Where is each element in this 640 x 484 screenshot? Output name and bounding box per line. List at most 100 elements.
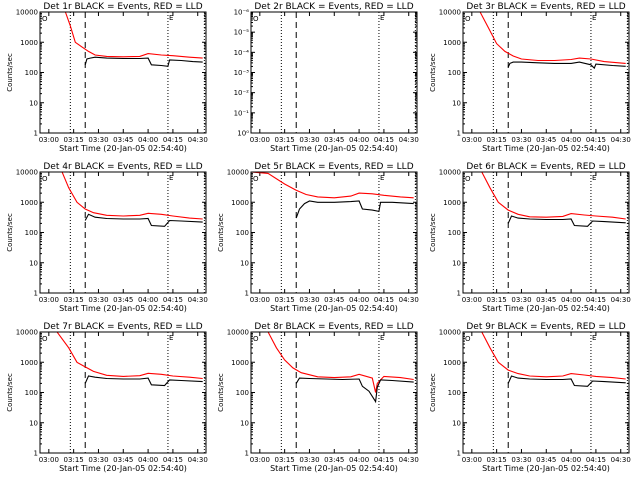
end-marker-glyph: E	[592, 174, 596, 182]
panel-frame	[250, 11, 418, 134]
x-tick-label: 03:00	[39, 136, 59, 144]
series-line-events	[507, 61, 626, 70]
x-tick-label: 03:45	[324, 296, 344, 304]
y-tick-label: 10	[452, 99, 461, 107]
end-marker-glyph: E	[380, 14, 384, 22]
x-tick-label: 04:30	[188, 136, 208, 144]
y-tick-label: 10000	[16, 329, 38, 337]
panel-9: Det 9r BLACK = Events, RED = LLD 1 10 100 10…	[429, 322, 631, 473]
y-tick-label: 10	[29, 259, 38, 267]
x-tick-label: 04:15	[586, 296, 606, 304]
y-tick-label: 10000	[16, 9, 38, 17]
series-line-events	[295, 377, 414, 404]
y-tick-label: 1000	[20, 199, 38, 207]
x-tick-label: 04:00	[349, 136, 369, 144]
x-tick-label: 04:30	[399, 456, 419, 464]
series-line-lld	[40, 171, 203, 220]
x-tick-label: 03:15	[487, 296, 507, 304]
y-tick-label: 1	[457, 450, 461, 458]
start-marker-glyph: O	[465, 335, 471, 343]
y-tick-label: 1	[457, 290, 461, 298]
x-tick-label: 03:15	[64, 136, 84, 144]
series-line-events	[507, 215, 626, 227]
y-tick-label: 100	[25, 229, 38, 237]
x-tick-label: 04:15	[163, 136, 183, 144]
x-tick-label: 03:45	[536, 456, 556, 464]
panel-frame	[462, 171, 630, 294]
x-tick-label: 04:30	[188, 296, 208, 304]
x-tick-label: 03:15	[275, 456, 295, 464]
x-axis-label: Start Time (20-Jan-05 02:54:40)	[59, 464, 187, 473]
series-line-events	[84, 213, 203, 227]
start-marker-glyph: O	[465, 15, 471, 23]
y-axis-label: Counts/sec	[6, 53, 14, 92]
panel-1: Det 1r BLACK = Events, RED = LLD 1 10 100 10…	[6, 2, 208, 153]
y-tick-label: 1000	[443, 359, 461, 367]
panel-title: Det 1r BLACK = Events, RED = LLD	[43, 2, 202, 12]
y-tick-label: 10	[29, 419, 38, 427]
y-tick-label: 1000	[20, 39, 38, 47]
series-line-events	[84, 56, 203, 67]
series-line-lld	[463, 11, 626, 64]
x-tick-label: 03:45	[324, 456, 344, 464]
panel-title: Det 8r BLACK = Events, RED = LLD	[254, 322, 413, 332]
x-tick-label: 04:15	[586, 456, 606, 464]
y-tick-label: 10⁰	[237, 130, 249, 138]
x-tick-label: 03:15	[487, 136, 507, 144]
end-marker-glyph: E	[169, 174, 173, 182]
y-tick-label: 100	[25, 69, 38, 77]
y-tick-label: 10	[452, 259, 461, 267]
x-tick-label: 03:45	[536, 136, 556, 144]
x-tick-label: 04:15	[586, 136, 606, 144]
panel-title: Det 6r BLACK = Events, RED = LLD	[466, 162, 625, 172]
y-tick-label: 10000	[227, 169, 249, 177]
x-axis-label: Start Time (20-Jan-05 02:54:40)	[59, 304, 187, 313]
panel-title: Det 5r BLACK = Events, RED = LLD	[254, 162, 413, 172]
x-tick-label: 03:00	[39, 456, 59, 464]
x-tick-label: 03:30	[511, 136, 531, 144]
y-tick-label: 10	[29, 99, 38, 107]
panel-title: Det 4r BLACK = Events, RED = LLD	[43, 162, 202, 172]
x-tick-label: 04:00	[349, 296, 369, 304]
y-tick-label: 100	[236, 389, 249, 397]
x-tick-label: 04:30	[611, 456, 631, 464]
y-tick-label: 10000	[439, 169, 461, 177]
x-tick-label: 03:00	[250, 456, 270, 464]
start-marker-glyph: O	[465, 175, 471, 183]
panel-frame	[39, 11, 207, 134]
x-tick-label: 04:00	[138, 136, 158, 144]
y-tick-label: 10⁻³	[234, 69, 250, 77]
y-tick-label: 10⁻¹	[234, 109, 250, 117]
x-tick-label: 03:45	[536, 296, 556, 304]
y-axis-label: Counts/sec	[217, 213, 225, 252]
x-tick-label: 04:00	[138, 296, 158, 304]
x-tick-label: 04:15	[374, 296, 394, 304]
end-marker-glyph: E	[380, 334, 384, 342]
x-tick-label: 03:15	[64, 456, 84, 464]
x-tick-label: 04:15	[163, 296, 183, 304]
panel-title: Det 9r BLACK = Events, RED = LLD	[466, 322, 625, 332]
y-tick-label: 10⁻⁶	[234, 9, 250, 17]
x-tick-label: 03:30	[299, 296, 319, 304]
end-marker-glyph: E	[169, 14, 173, 22]
panel-frame	[250, 171, 418, 294]
x-tick-label: 03:15	[275, 296, 295, 304]
series-line-events	[507, 375, 626, 387]
x-tick-label: 04:15	[374, 456, 394, 464]
series-line-lld	[251, 171, 414, 199]
x-tick-label: 03:30	[88, 296, 108, 304]
x-tick-label: 03:00	[250, 136, 270, 144]
end-marker-glyph: E	[169, 334, 173, 342]
panel-frame	[39, 331, 207, 454]
x-tick-label: 03:45	[113, 296, 133, 304]
y-tick-label: 1	[245, 290, 249, 298]
y-tick-label: 10⁻²	[234, 89, 250, 97]
x-tick-label: 03:00	[462, 136, 482, 144]
x-tick-label: 04:00	[138, 456, 158, 464]
series-line-lld	[251, 331, 414, 393]
y-tick-label: 10	[240, 259, 249, 267]
x-tick-label: 03:30	[299, 136, 319, 144]
start-marker-glyph: O	[42, 15, 48, 23]
x-tick-label: 03:00	[39, 296, 59, 304]
